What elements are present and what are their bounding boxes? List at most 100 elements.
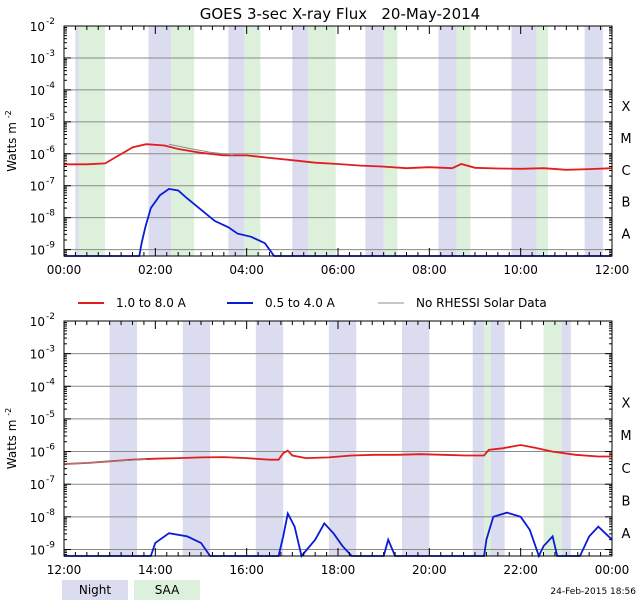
y-tick-label: 10 bbox=[30, 212, 45, 226]
y-tick-exponent: -6 bbox=[46, 443, 55, 453]
y-axis-title: Watts m -2 bbox=[4, 110, 19, 171]
night-band bbox=[401, 321, 430, 556]
night-band bbox=[472, 321, 485, 556]
flare-class-label: C bbox=[621, 462, 630, 477]
x-tick-label: 14:00 bbox=[138, 563, 173, 577]
legend-label-long: 1.0 to 8.0 A bbox=[116, 296, 187, 310]
x-tick-label: 06:00 bbox=[321, 263, 356, 277]
flare-class-label: B bbox=[622, 495, 631, 510]
night-band bbox=[255, 321, 284, 556]
night-band bbox=[490, 321, 505, 556]
night-band bbox=[438, 26, 457, 256]
flare-class-label: B bbox=[622, 196, 631, 211]
flare-class-label: M bbox=[620, 132, 631, 147]
x-tick-label: 22:00 bbox=[503, 563, 538, 577]
y-tick-label: 10 bbox=[30, 244, 45, 258]
y-tick-exponent: -5 bbox=[46, 410, 55, 420]
x-tick-label: 00:00 bbox=[47, 263, 82, 277]
y-tick-exponent: -8 bbox=[46, 508, 55, 518]
y-tick-exponent: -9 bbox=[46, 540, 55, 550]
night-band bbox=[511, 26, 537, 256]
y-tick-label: 10 bbox=[30, 348, 45, 362]
x-tick-label: 04:00 bbox=[229, 263, 264, 277]
saa-band bbox=[171, 26, 195, 256]
flare-class-label: X bbox=[622, 397, 631, 412]
y-tick-label: 10 bbox=[30, 543, 45, 557]
flare-class-label: M bbox=[620, 429, 631, 444]
flare-class-label: A bbox=[622, 228, 631, 243]
series-line bbox=[168, 143, 234, 156]
x-tick-label: 16:00 bbox=[229, 563, 264, 577]
flare-class-label: C bbox=[621, 164, 630, 179]
legend: 1.0 to 8.0 A 0.5 to 4.0 A No RHESSI Sola… bbox=[78, 296, 547, 310]
y-tick-exponent: -3 bbox=[46, 345, 55, 355]
flare-class-label: X bbox=[622, 100, 631, 115]
night-band bbox=[182, 321, 211, 556]
y-tick-label: 10 bbox=[30, 52, 45, 66]
series-line bbox=[64, 187, 612, 257]
y-tick-exponent: -3 bbox=[46, 49, 55, 59]
series-line bbox=[63, 458, 147, 465]
night-key-swatch bbox=[62, 580, 128, 600]
saa-band bbox=[308, 26, 336, 256]
saa-band bbox=[543, 321, 562, 556]
y-tick-label: 10 bbox=[30, 315, 45, 329]
chart-title: GOES 3-sec X-ray Flux 20-May-2014 bbox=[200, 5, 480, 23]
y-tick-exponent: -4 bbox=[46, 377, 55, 387]
y-tick-label: 10 bbox=[30, 478, 45, 492]
y-tick-exponent: -6 bbox=[46, 145, 55, 155]
y-tick-exponent: -7 bbox=[46, 177, 55, 187]
series-line bbox=[63, 444, 612, 465]
x-tick-label: 18:00 bbox=[321, 563, 356, 577]
night-band bbox=[228, 26, 245, 256]
night-band bbox=[292, 26, 309, 256]
saa-band bbox=[78, 26, 106, 256]
saa-band bbox=[484, 321, 491, 556]
night-band bbox=[148, 26, 172, 256]
legend-label-no-rhessi: No RHESSI Solar Data bbox=[416, 296, 547, 310]
footer-timestamp: 24-Feb-2015 18:56 bbox=[550, 587, 636, 597]
saa-band bbox=[383, 26, 398, 256]
saa-band bbox=[244, 26, 261, 256]
y-tick-exponent: -8 bbox=[46, 209, 55, 219]
top-panel: 10-210-310-410-510-610-710-810 -900:00 02:… bbox=[4, 17, 632, 277]
y-tick-label: 10 bbox=[30, 413, 45, 427]
x-tick-label: 00:00 bbox=[595, 563, 630, 577]
saa-key-swatch bbox=[134, 580, 200, 600]
y-tick-label: 10 bbox=[30, 180, 45, 194]
y-tick-exponent: -2 bbox=[46, 312, 55, 322]
night-band bbox=[561, 321, 571, 556]
series-line bbox=[64, 143, 613, 171]
bottom-panel: 10-210-310-410-510-610-710-810 -912:00 14:… bbox=[4, 312, 632, 577]
flare-class-label: A bbox=[622, 527, 631, 542]
saa-key-label: SAA bbox=[155, 583, 180, 597]
x-tick-label: 12:00 bbox=[595, 263, 630, 277]
night-key-label: Night bbox=[79, 583, 112, 597]
y-tick-label: 10 bbox=[30, 380, 45, 394]
night-band bbox=[328, 321, 357, 556]
y-tick-label: 10 bbox=[30, 20, 45, 34]
y-axis-title: Watts m -2 bbox=[4, 408, 19, 469]
band-key: Night SAA bbox=[62, 580, 200, 600]
y-tick-exponent: -5 bbox=[46, 113, 55, 123]
saa-band bbox=[536, 26, 549, 256]
x-tick-label: 12:00 bbox=[47, 563, 82, 577]
night-band bbox=[75, 26, 79, 256]
y-tick-exponent: -2 bbox=[46, 17, 55, 27]
y-tick-label: 10 bbox=[30, 446, 45, 460]
x-tick-label: 10:00 bbox=[503, 263, 538, 277]
x-tick-label: 08:00 bbox=[412, 263, 447, 277]
y-tick-label: 10 bbox=[30, 84, 45, 98]
y-tick-exponent: -7 bbox=[46, 475, 55, 485]
night-band bbox=[109, 321, 138, 556]
y-tick-label: 10 bbox=[30, 116, 45, 130]
y-tick-label: 10 bbox=[30, 148, 45, 162]
y-tick-exponent: -9 bbox=[46, 241, 55, 251]
saa-band bbox=[456, 26, 471, 256]
legend-label-short: 0.5 to 4.0 A bbox=[265, 296, 336, 310]
y-tick-exponent: -4 bbox=[46, 81, 55, 91]
x-tick-label: 02:00 bbox=[138, 263, 173, 277]
night-band bbox=[365, 26, 384, 256]
y-tick-label: 10 bbox=[30, 511, 45, 525]
